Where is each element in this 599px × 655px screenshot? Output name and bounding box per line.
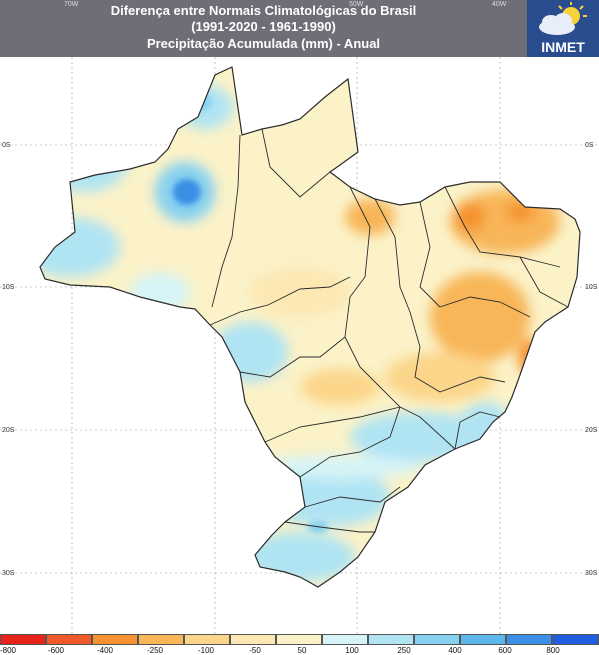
color-scale-legend: -800 -600 -400 -250 -100 -50 50 100 250 … [0, 634, 599, 655]
lat-label-20s: 20S [2, 427, 15, 434]
legend-swatch-12 [506, 634, 552, 645]
legend-tick: 400 [448, 646, 461, 655]
legend-tick: 600 [498, 646, 511, 655]
legend-tick: -50 [249, 646, 261, 655]
map-period: (1991-2020 - 1961-1990) [0, 19, 527, 34]
legend-tick: 100 [345, 646, 358, 655]
legend-swatch-13 [552, 634, 599, 645]
logo-text: INMET [527, 39, 599, 55]
legend-swatch-8 [322, 634, 368, 645]
lat-label-right-10s: 10S [585, 284, 598, 291]
legend-swatch-9 [368, 634, 414, 645]
lat-label-right-20s: 20S [585, 427, 598, 434]
brazil-field [0, 57, 599, 634]
legend-tick: -100 [198, 646, 214, 655]
map-title: Diferença entre Normais Climatológicas d… [0, 3, 527, 18]
legend-swatch-6 [230, 634, 276, 645]
legend-tick: 800 [546, 646, 559, 655]
lat-label-30s: 30S [2, 570, 15, 577]
map-variable: Precipitação Acumulada (mm) - Anual [0, 36, 527, 51]
lat-label-0s: 0S [2, 142, 11, 149]
precipitation-difference-map: 0S 10S 20S 30S 0S 10S 20S 30S [0, 57, 599, 634]
legend-tick: -600 [48, 646, 64, 655]
legend-tick: -400 [97, 646, 113, 655]
legend-swatch-7 [276, 634, 322, 645]
legend-tick: 250 [397, 646, 410, 655]
legend-tick: 50 [298, 646, 307, 655]
legend-swatch-2 [46, 634, 92, 645]
legend-tick: -800 [0, 646, 16, 655]
legend-swatch-1 [0, 634, 46, 645]
legend-swatch-3 [92, 634, 138, 645]
lat-label-right-0s: 0S [585, 142, 594, 149]
lat-label-10s: 10S [2, 284, 15, 291]
lat-label-right-30s: 30S [585, 570, 598, 577]
legend-swatch-5 [184, 634, 230, 645]
map-header: 70W 50W 40W Diferença entre Normais Clim… [0, 0, 599, 57]
legend-swatch-10 [414, 634, 460, 645]
legend-tick: -250 [147, 646, 163, 655]
legend-swatch-4 [138, 634, 184, 645]
sun-cloud-icon [527, 0, 599, 40]
legend-swatch-11 [460, 634, 506, 645]
inmet-logo: INMET [527, 0, 599, 57]
